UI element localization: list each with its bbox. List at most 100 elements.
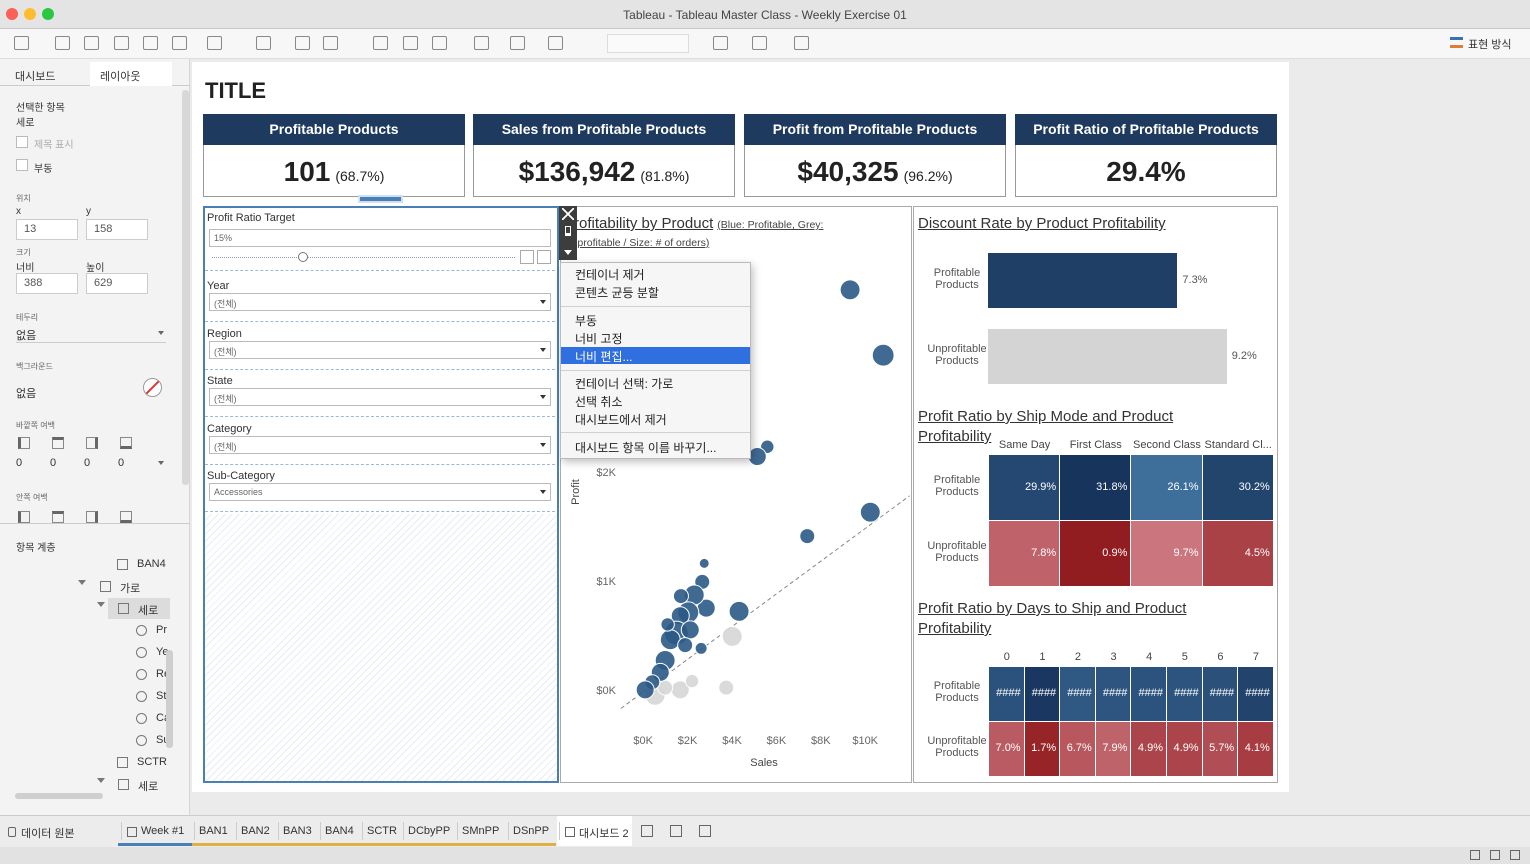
input-box[interactable]: 629 [86, 273, 148, 294]
toolbar-button[interactable] [14, 36, 29, 50]
sheet-tab[interactable]: 대시보드 2 [579, 828, 629, 840]
checkbox[interactable] [16, 136, 28, 148]
toolbar-button[interactable] [794, 36, 809, 50]
toolbar-button[interactable] [114, 36, 129, 50]
bar [988, 329, 1227, 384]
toolbar-button[interactable] [55, 36, 70, 50]
view-button[interactable] [1510, 850, 1520, 860]
input-box[interactable]: 13 [16, 219, 78, 240]
sidebar-tab[interactable]: 레이아웃 [100, 71, 141, 83]
view-button[interactable] [1470, 850, 1480, 860]
new-sheet-button[interactable] [670, 825, 682, 837]
toolbar-button[interactable] [143, 36, 158, 50]
filter-dropdown[interactable]: Accessories [209, 483, 551, 501]
data-source-tab[interactable]: 데이터 원본 [21, 828, 75, 840]
menu-item[interactable]: 너비 고정 [561, 329, 750, 346]
padding-icon[interactable] [120, 511, 132, 523]
sheet-tab[interactable]: DCbyPP [408, 825, 451, 837]
color-picker[interactable] [143, 378, 162, 397]
sheet-tab[interactable]: Week #1 [141, 825, 185, 837]
padding-icon[interactable] [86, 437, 98, 449]
toolbar-button[interactable] [403, 36, 418, 50]
menu-item[interactable]: 대시보드에서 제거 [561, 410, 750, 427]
toolbar-field[interactable] [607, 34, 689, 53]
cell-label: 29.9% [1024, 480, 1057, 493]
padding-icon[interactable] [18, 437, 30, 449]
filter-dropdown[interactable]: (전체) [209, 341, 551, 359]
dropdown-value[interactable]: 없음 [16, 388, 37, 400]
tree-toggle[interactable] [97, 778, 105, 783]
filter-dropdown[interactable]: (전체) [209, 436, 551, 454]
menu-item[interactable]: 너비 편집... [561, 347, 750, 364]
dropdown-value[interactable]: 없음 [16, 330, 37, 342]
padding-icon[interactable] [18, 511, 30, 523]
show-me-icon[interactable] [1450, 37, 1463, 48]
input-box[interactable]: 388 [16, 273, 78, 294]
more-button[interactable] [564, 250, 572, 255]
toolbar-button[interactable] [474, 36, 489, 50]
slider-step[interactable] [520, 250, 534, 264]
window-button[interactable] [24, 8, 36, 20]
slider-step[interactable] [537, 250, 551, 264]
tree-item[interactable]: SCTR [137, 756, 167, 768]
filter-label: State [207, 375, 233, 387]
toolbar-button[interactable] [510, 36, 525, 50]
sheet-tab[interactable]: BAN3 [283, 825, 312, 837]
toolbar-button[interactable] [323, 36, 338, 50]
kpi-header [473, 114, 735, 145]
toolbar-button[interactable] [172, 36, 187, 50]
sheet-tab[interactable]: BAN4 [325, 825, 354, 837]
padding-icon[interactable] [52, 511, 64, 523]
tree-item[interactable]: St [156, 690, 167, 702]
toolbar-button[interactable] [373, 36, 388, 50]
toolbar-button[interactable] [752, 36, 767, 50]
sidebar-tab[interactable]: 대시보드 [15, 71, 56, 83]
menu-item[interactable]: 부동 [561, 311, 750, 328]
sheet-tab[interactable]: BAN1 [199, 825, 228, 837]
label: 선택한 항목 [16, 103, 65, 114]
sheet-tab[interactable]: SCTR [367, 825, 397, 837]
toolbar-button[interactable] [432, 36, 447, 50]
menu-item[interactable]: 컨테이너 제거 [561, 265, 750, 282]
menu-item[interactable]: 콘텐츠 균등 분할 [561, 283, 750, 300]
tree-item[interactable]: 세로 [138, 605, 159, 617]
sheet-tab[interactable]: BAN2 [241, 825, 270, 837]
filter-input[interactable]: 15% [209, 229, 551, 247]
new-sheet-button[interactable] [641, 825, 653, 837]
x-tick-label: $6K [766, 735, 787, 747]
padding-icon[interactable] [86, 511, 98, 523]
input-box[interactable]: 158 [86, 219, 148, 240]
tree-icon [118, 779, 129, 790]
tree-item[interactable]: 가로 [120, 583, 141, 595]
tree-item[interactable]: Pr [156, 624, 167, 636]
padding-icon[interactable] [52, 437, 64, 449]
menu-item[interactable]: 대시보드 항목 이름 바꾸기... [561, 438, 750, 455]
tree-item[interactable]: BAN4 [137, 558, 166, 570]
toolbar-button[interactable] [713, 36, 728, 50]
pin-button[interactable] [565, 226, 571, 236]
filter-dropdown[interactable]: (전체) [209, 293, 551, 311]
filter-dropdown[interactable]: (전체) [209, 388, 551, 406]
sheet-tab[interactable]: SMnPP [462, 825, 500, 837]
window-button[interactable] [6, 8, 18, 20]
toolbar-button[interactable] [295, 36, 310, 50]
toolbar-button[interactable] [256, 36, 271, 50]
window-button[interactable] [42, 8, 54, 20]
checkbox[interactable] [16, 159, 28, 171]
menu-item[interactable]: 컨테이너 선택: 가로 [561, 374, 750, 391]
menu-item[interactable]: 선택 취소 [561, 392, 750, 409]
close-button[interactable] [562, 208, 574, 220]
toolbar-button[interactable] [548, 36, 563, 50]
tree-item[interactable]: Ye [156, 646, 169, 658]
tree-toggle[interactable] [78, 580, 86, 585]
padding-icon[interactable] [120, 437, 132, 449]
new-sheet-button[interactable] [699, 825, 711, 837]
toolbar-button[interactable] [84, 36, 99, 50]
sheet-tab[interactable]: DSnPP [513, 825, 550, 837]
view-button[interactable] [1490, 850, 1500, 860]
tree-item[interactable]: 세로 [138, 781, 159, 793]
toolbar-button[interactable] [207, 36, 222, 50]
tree-toggle[interactable] [97, 602, 105, 607]
slider-knob[interactable] [298, 252, 308, 262]
show-me-button[interactable]: 표현 방식 [1468, 39, 1512, 51]
